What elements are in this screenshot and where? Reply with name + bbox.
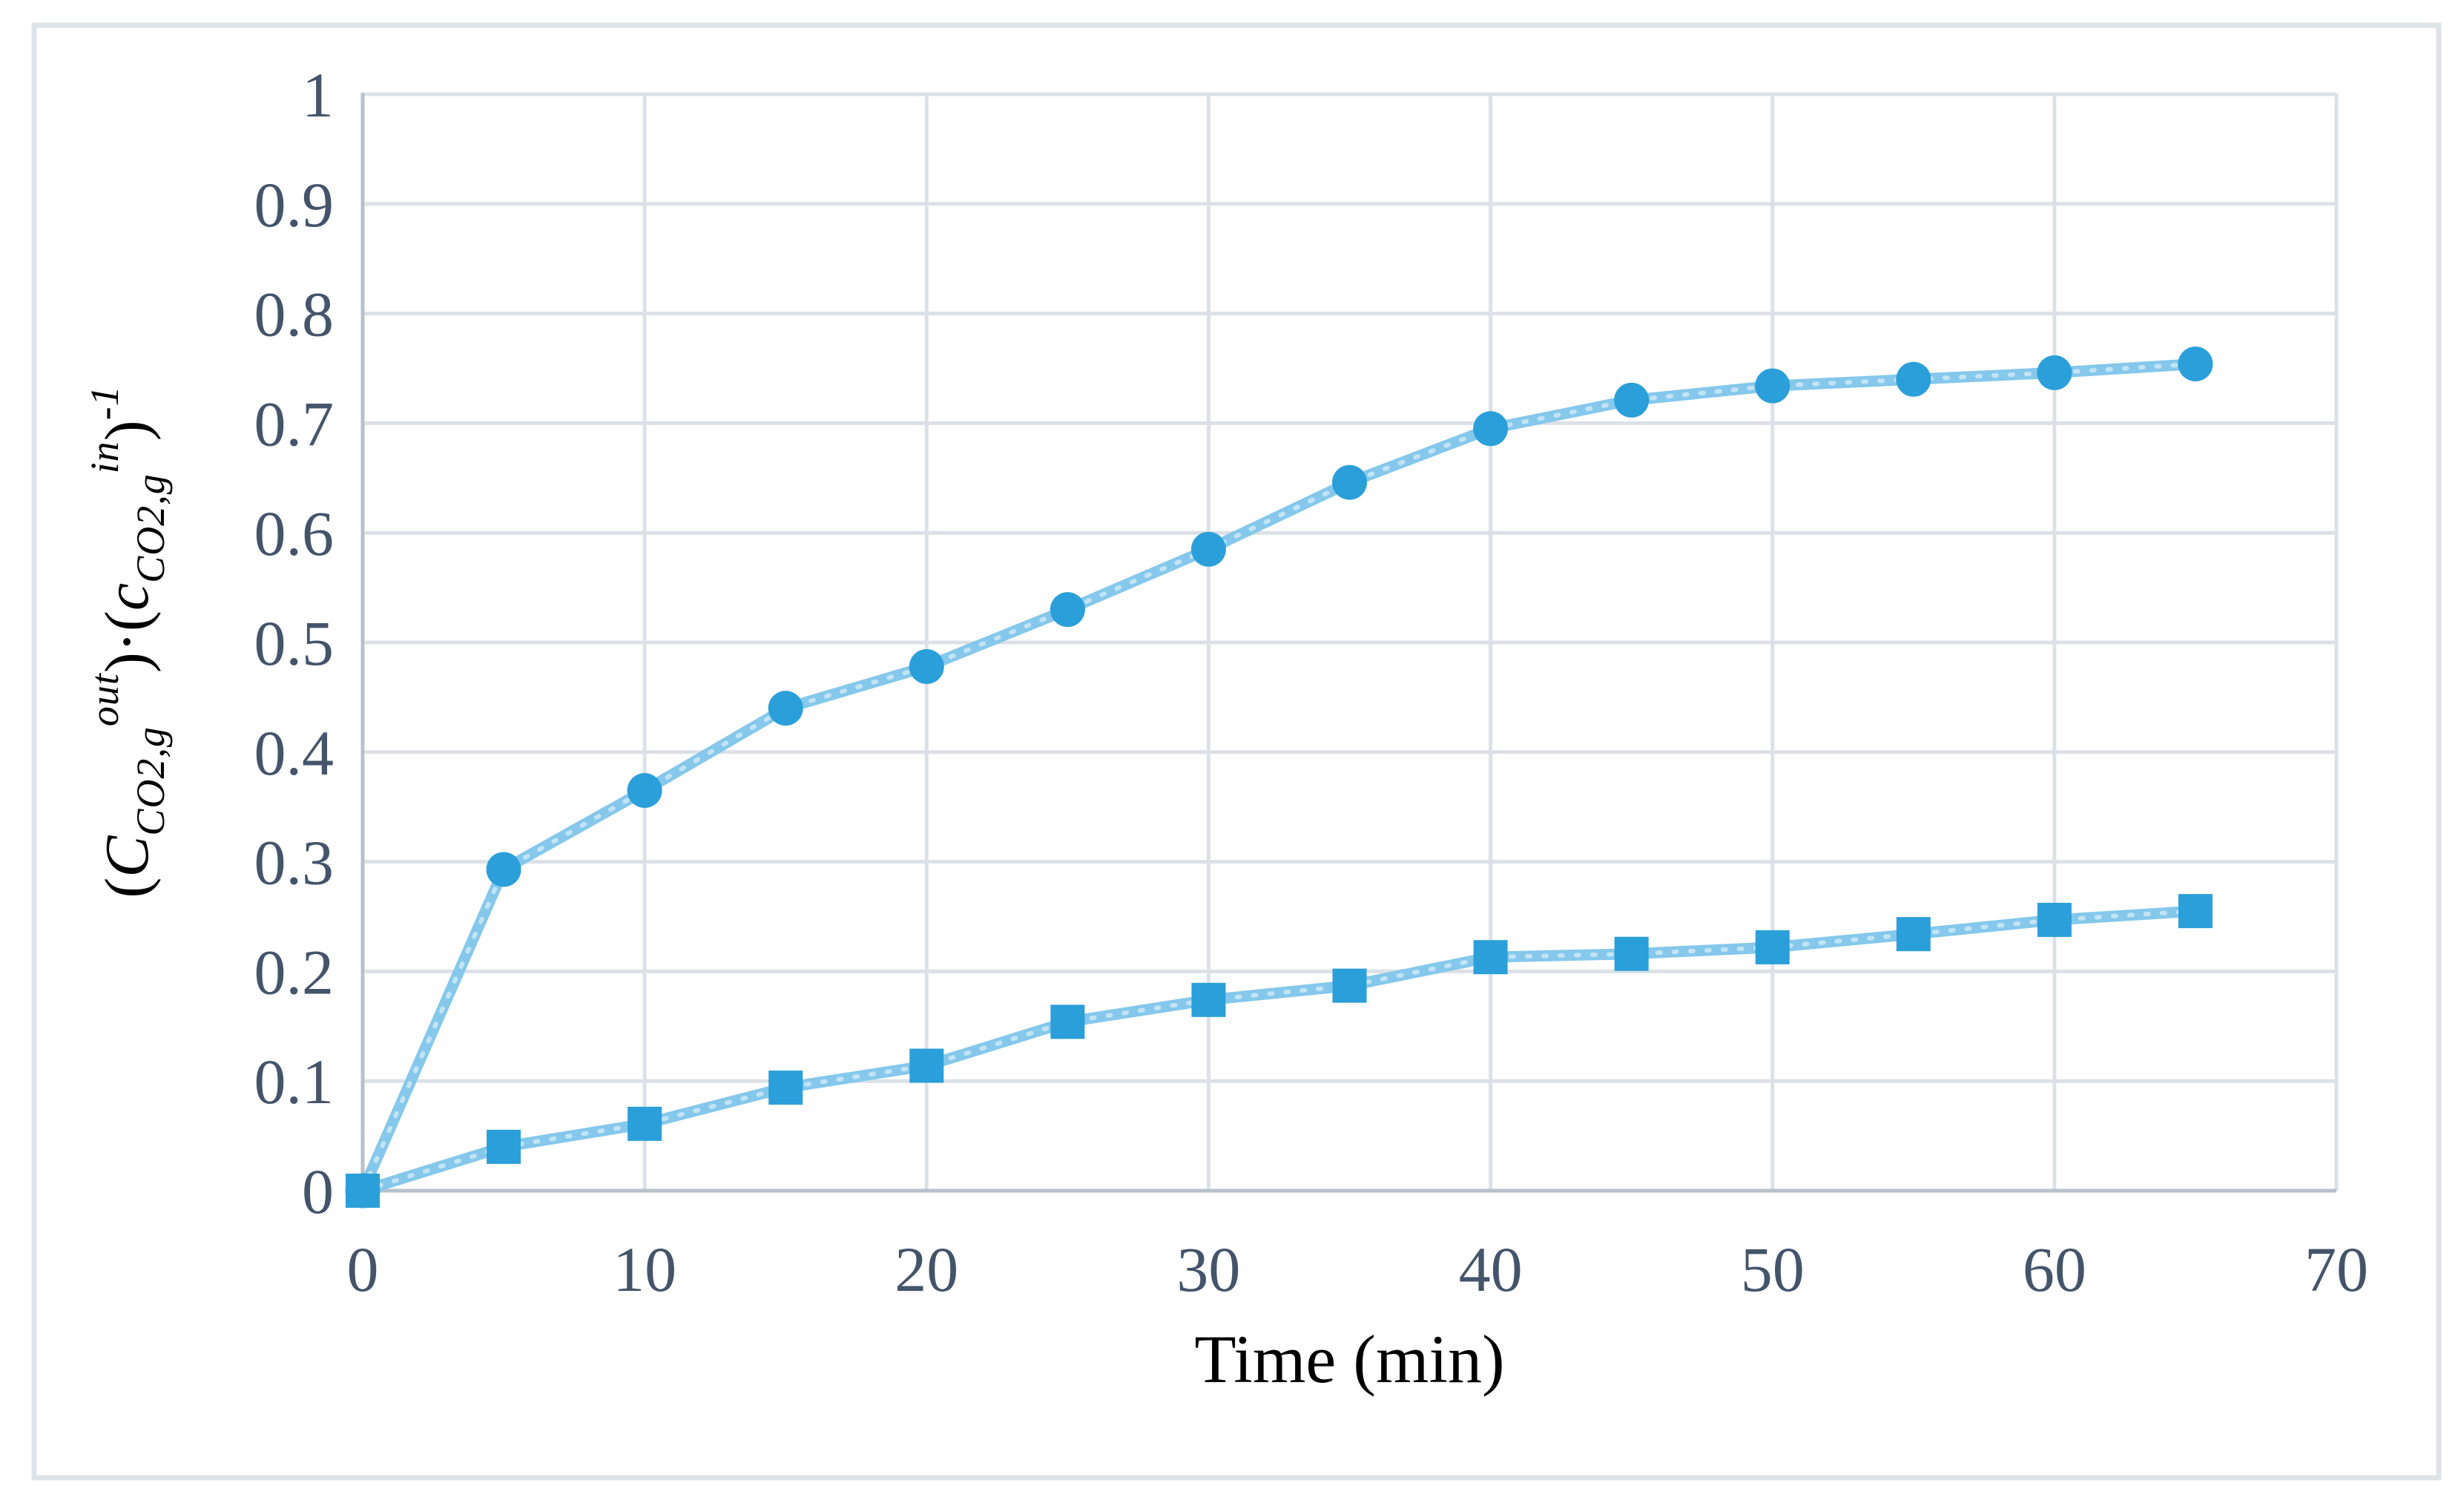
data-marker-square: [1473, 940, 1508, 975]
x-tick-label: 10: [613, 1234, 676, 1305]
y-title-superscript-in: in: [82, 441, 127, 474]
y-tick-label: 0: [302, 1156, 334, 1227]
y-title-exponent: -1: [82, 385, 127, 421]
data-marker-square: [1050, 1004, 1085, 1039]
data-marker-square: [346, 1174, 380, 1208]
series-line-texture-square: [360, 909, 2198, 1193]
x-tick-label: 40: [1459, 1234, 1523, 1305]
y-title-open-paren: (: [93, 877, 162, 898]
series-line-texture-circle: [360, 361, 2198, 1193]
y-tick-label: 0.6: [254, 498, 335, 569]
data-marker-circle: [1050, 592, 1085, 628]
data-marker-circle: [2037, 355, 2072, 390]
x-tick-label: 70: [2305, 1234, 2368, 1305]
y-tick-label: 0.5: [254, 608, 335, 679]
data-marker-circle: [627, 773, 662, 809]
y-title-subscript-2: CO2,g: [128, 473, 173, 583]
y-title-close-paren: ): [93, 420, 162, 441]
data-marker-square: [1332, 968, 1367, 1003]
y-tick-label: 0.1: [254, 1046, 335, 1117]
x-tick-label: 30: [1176, 1234, 1240, 1305]
data-marker-square: [2037, 902, 2072, 937]
y-title-middle: )·(: [93, 611, 162, 674]
data-marker-square: [487, 1129, 521, 1164]
y-axis-title: (CCO2,gout)·(cCO2,gin)-1: [82, 385, 173, 898]
data-marker-circle: [2178, 346, 2213, 382]
y-tick-label: 0.9: [254, 169, 335, 240]
x-tick-label: 0: [347, 1234, 379, 1305]
data-marker-square: [909, 1048, 944, 1083]
data-marker-circle: [1332, 464, 1367, 500]
data-marker-square: [627, 1106, 662, 1141]
data-marker-circle: [1896, 361, 1931, 397]
series-line-square: [357, 905, 2201, 1197]
y-tick-label: 0.2: [254, 936, 335, 1007]
y-title-symbol-c: c: [93, 582, 162, 611]
data-marker-square: [2178, 894, 2213, 929]
x-tick-label: 20: [895, 1234, 958, 1305]
data-marker-circle: [1473, 411, 1509, 447]
y-tick-label: 1: [302, 59, 334, 131]
data-marker-circle: [768, 691, 803, 726]
data-marker-circle: [1755, 368, 1791, 404]
x-tick-label: 60: [2023, 1234, 2086, 1305]
data-marker-square: [1896, 917, 1931, 952]
data-marker-circle: [1190, 531, 1226, 567]
y-title-symbol-C: C: [93, 835, 162, 878]
y-title-subscript-1: CO2,g: [128, 726, 173, 836]
data-marker-circle: [909, 649, 944, 685]
x-tick-label: 50: [1741, 1234, 1805, 1305]
data-marker-square: [1614, 936, 1649, 971]
y-tick-label: 0.7: [254, 388, 335, 459]
data-marker-circle: [1614, 382, 1650, 418]
y-tick-label: 0.8: [254, 279, 335, 350]
y-tick-label: 0.3: [254, 827, 335, 898]
figure-border: [31, 22, 2442, 1481]
y-title-superscript-out: out: [82, 673, 127, 727]
data-marker-square: [768, 1071, 803, 1105]
x-axis-title: Time (min): [1194, 1321, 1505, 1397]
data-marker-square: [1191, 982, 1226, 1017]
y-tick-label: 0.4: [254, 717, 335, 789]
data-marker-circle: [486, 852, 521, 887]
data-marker-square: [1755, 930, 1790, 964]
